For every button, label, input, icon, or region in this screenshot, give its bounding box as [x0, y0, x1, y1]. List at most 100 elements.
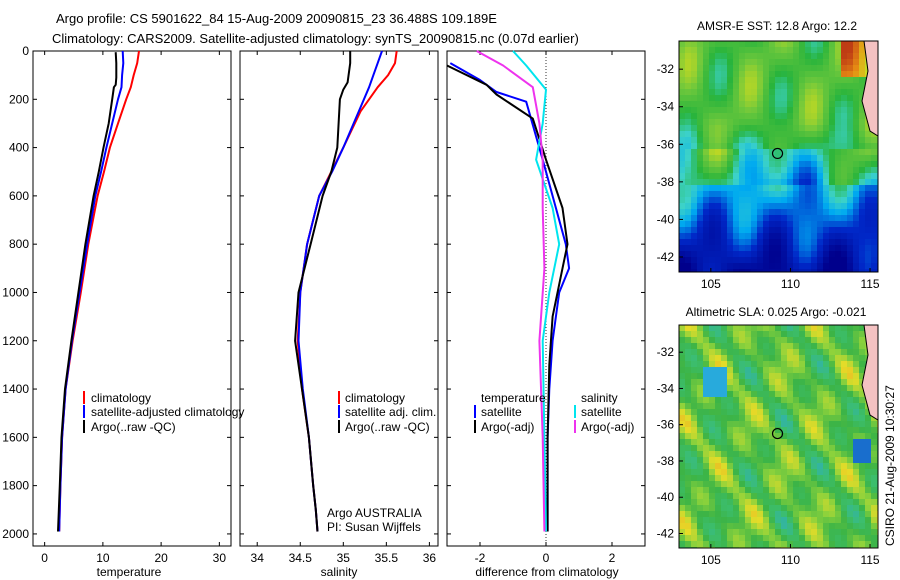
legend-label-salinity-satellite: satellite: [581, 405, 622, 419]
map-cell: [763, 523, 769, 529]
map-cell: [757, 209, 763, 215]
title-line-2: Climatology: CARS2009. Satellite-adjuste…: [52, 31, 579, 46]
map-cell: [769, 173, 775, 179]
map-cell: [865, 239, 871, 245]
map-cell: [745, 107, 751, 113]
map-cell: [805, 131, 811, 137]
map-cell: [835, 83, 841, 89]
map-cell: [799, 463, 805, 469]
map-cell: [817, 263, 823, 269]
map-cell: [871, 209, 877, 215]
map-cell: [745, 493, 751, 499]
map-cell: [769, 451, 775, 457]
map-cell: [841, 221, 847, 227]
map-cell: [685, 385, 691, 391]
map-cell: [775, 325, 781, 331]
map-cell: [811, 487, 817, 493]
map-cell: [721, 505, 727, 511]
map-cell: [703, 337, 709, 343]
map-cell: [781, 451, 787, 457]
map-cell: [697, 167, 703, 173]
map-cell: [865, 137, 871, 143]
map-cell: [709, 137, 715, 143]
map-cell: [739, 197, 745, 203]
map-cell: [817, 421, 823, 427]
map-cell: [685, 125, 691, 131]
map-cell: [727, 421, 733, 427]
map-cell: [685, 215, 691, 221]
map-cell: [781, 391, 787, 397]
argo-australia-label: Argo AUSTRALIA: [327, 506, 422, 520]
map-cell: [709, 529, 715, 535]
map-cell: [853, 161, 859, 167]
map-cell: [841, 119, 847, 125]
map-cell: [703, 487, 709, 493]
map-cell: [787, 427, 793, 433]
difference-legend: temperature satellite Argo(-adj) salinit…: [474, 391, 634, 434]
map-cell: [691, 451, 697, 457]
map-cell: [859, 373, 865, 379]
map-cell: [751, 251, 757, 257]
map-cell: [715, 59, 721, 65]
map-cell: [733, 469, 739, 475]
map-cell: [727, 215, 733, 221]
map-cell: [697, 457, 703, 463]
map-cell: [811, 203, 817, 209]
map-cell: [685, 179, 691, 185]
map-cell: [715, 493, 721, 499]
map-cell: [679, 481, 685, 487]
map-cell: [775, 65, 781, 71]
map-cell: [865, 155, 871, 161]
map-cell: [715, 269, 721, 272]
map-cell: [853, 511, 859, 517]
map-cell: [745, 361, 751, 367]
map-cell: [841, 487, 847, 493]
map-cell: [703, 409, 709, 415]
map-cell: [835, 421, 841, 427]
map-cell: [817, 53, 823, 59]
map-cell: [799, 89, 805, 95]
map-cell: [847, 263, 853, 269]
map-cell: [769, 349, 775, 355]
map-cell: [691, 155, 697, 161]
map-cell: [811, 215, 817, 221]
map-cell: [775, 511, 781, 517]
map-cell: [763, 119, 769, 125]
map-cell: [781, 349, 787, 355]
map-cell: [829, 469, 835, 475]
map-cell: [715, 137, 721, 143]
map-cell: [727, 493, 733, 499]
map-cell: [829, 179, 835, 185]
map-cell: [769, 415, 775, 421]
map-cell: [859, 475, 865, 481]
map-cell: [685, 107, 691, 113]
map-cell: [841, 403, 847, 409]
map-cell: [703, 107, 709, 113]
map-cell: [685, 65, 691, 71]
map-cell: [697, 475, 703, 481]
map-cell: [751, 155, 757, 161]
map-cell: [775, 409, 781, 415]
map-cell: [787, 167, 793, 173]
map-cell: [775, 343, 781, 349]
map-cell: [871, 493, 877, 499]
map-cell: [769, 89, 775, 95]
map-cell: [865, 269, 871, 272]
map-cell: [769, 179, 775, 185]
map-cell: [763, 203, 769, 209]
map-cell: [715, 331, 721, 337]
map-cell: [751, 245, 757, 251]
map-cell: [817, 173, 823, 179]
map-cell: [775, 125, 781, 131]
map-cell: [727, 361, 733, 367]
map-cell: [793, 331, 799, 337]
map-cell: [721, 245, 727, 251]
map-cell: [781, 221, 787, 227]
map-cell: [805, 337, 811, 343]
map-cell: [685, 41, 691, 47]
map-cell: [775, 53, 781, 59]
map-cell: [871, 143, 877, 149]
map-cell: [793, 427, 799, 433]
map-cell: [733, 47, 739, 53]
map-cell: [793, 415, 799, 421]
